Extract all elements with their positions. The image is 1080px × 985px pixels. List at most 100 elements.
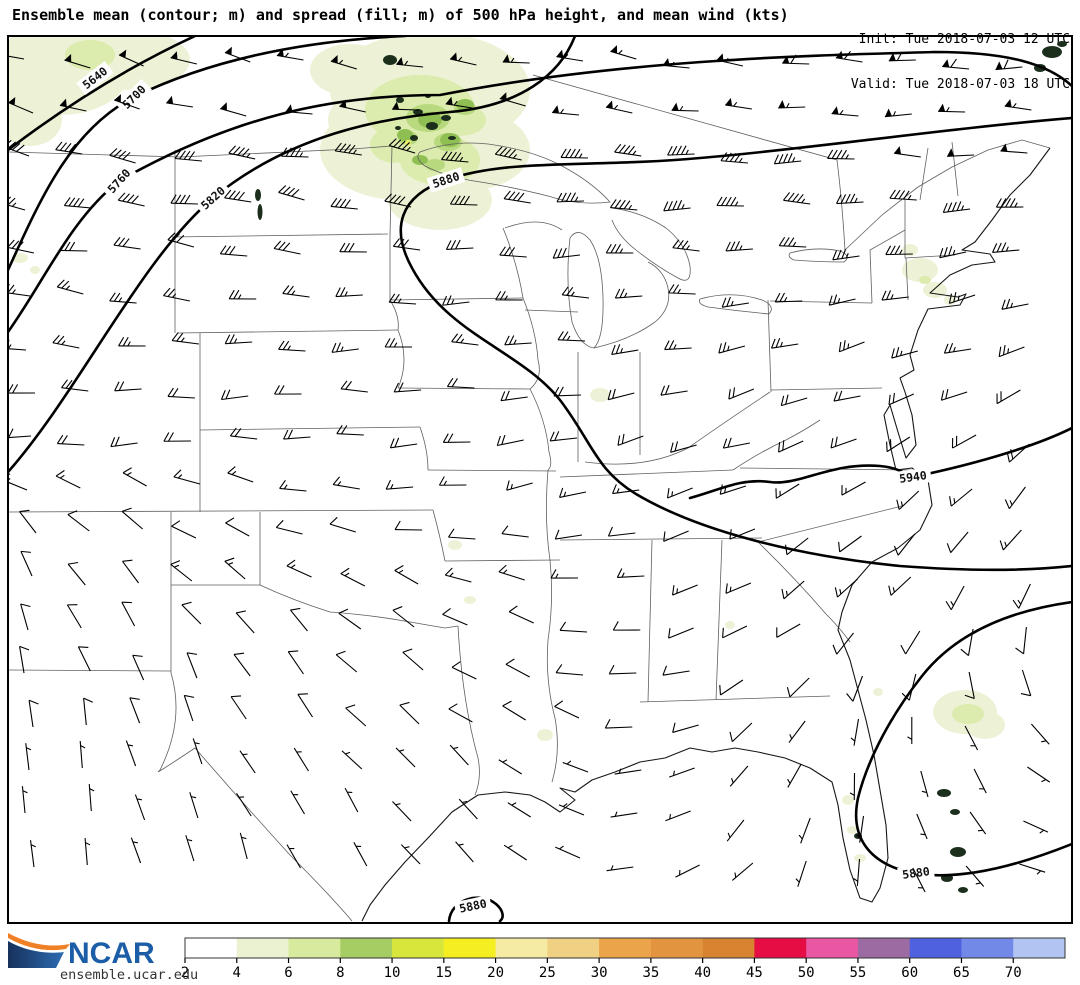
wind-barb bbox=[608, 664, 637, 675]
wind-barb bbox=[279, 479, 307, 492]
wind-barb bbox=[560, 148, 589, 159]
wind-barb bbox=[554, 700, 580, 719]
wind-barb bbox=[83, 697, 93, 726]
wind-barb bbox=[729, 765, 749, 787]
lake bbox=[410, 135, 418, 141]
wind-barb bbox=[995, 59, 1023, 71]
wind-barb bbox=[505, 658, 530, 678]
wind-barb bbox=[507, 802, 531, 818]
wind-barb bbox=[853, 858, 861, 886]
wind-barb bbox=[19, 509, 37, 534]
wind-barb bbox=[286, 559, 312, 578]
wind-barb bbox=[856, 815, 865, 843]
wind-barb bbox=[998, 345, 1025, 358]
wind-barb bbox=[1012, 583, 1031, 609]
colorbar-segment bbox=[1013, 938, 1066, 958]
colorbar-segment bbox=[754, 938, 807, 958]
wind-barb bbox=[448, 528, 476, 540]
wind-barb bbox=[780, 394, 808, 407]
wind-barb bbox=[392, 606, 415, 628]
wind-barb bbox=[442, 433, 471, 443]
colorbar-segment bbox=[599, 938, 652, 958]
wind-barb bbox=[273, 240, 301, 255]
spread-blob bbox=[923, 282, 947, 298]
wind-barb bbox=[181, 601, 202, 625]
wind-barb bbox=[170, 560, 193, 582]
wind-barb bbox=[1030, 723, 1050, 745]
wind-barb bbox=[778, 440, 804, 453]
wind-barb bbox=[1015, 626, 1027, 655]
lake bbox=[958, 887, 968, 893]
wind-barb bbox=[610, 45, 637, 60]
height-contour-5880 bbox=[399, 116, 1071, 572]
wind-barb bbox=[616, 568, 645, 579]
wind-barb bbox=[451, 661, 477, 680]
wind-barb bbox=[110, 436, 138, 448]
ncar-logo-swoosh-white bbox=[8, 938, 66, 953]
wind-barb bbox=[63, 197, 92, 209]
colorbar-segment bbox=[806, 938, 859, 958]
spread-blob bbox=[310, 44, 390, 96]
wind-barb bbox=[617, 433, 644, 446]
ncar-logo-swoosh-orange bbox=[8, 933, 70, 951]
wind-barb bbox=[66, 604, 82, 629]
wind-barb bbox=[503, 844, 528, 861]
wind-barb bbox=[555, 845, 581, 859]
wind-barb bbox=[399, 701, 420, 725]
wind-barb bbox=[395, 747, 416, 768]
wind-barb bbox=[834, 578, 858, 598]
wind-barb bbox=[888, 51, 916, 62]
wind-barb bbox=[389, 437, 418, 449]
wind-barb bbox=[233, 652, 251, 677]
wind-barb bbox=[556, 49, 584, 62]
wind-barb bbox=[504, 335, 532, 346]
colorbar-tick-label: 2 bbox=[181, 965, 189, 981]
colorbar-segment bbox=[702, 938, 755, 958]
wind-barb bbox=[167, 387, 195, 399]
wind-barb bbox=[170, 194, 198, 205]
wind-barb bbox=[888, 576, 912, 596]
wind-barb bbox=[448, 703, 473, 723]
wind-barb bbox=[611, 344, 639, 355]
wind-barb bbox=[846, 675, 864, 702]
wind-barb bbox=[9, 196, 26, 211]
lake bbox=[937, 789, 951, 797]
wind-barb bbox=[774, 292, 803, 303]
wind-barb bbox=[228, 289, 257, 300]
wind-barb bbox=[501, 525, 529, 538]
wind-barb bbox=[951, 434, 977, 449]
wind-barb bbox=[236, 793, 252, 817]
wind-barb bbox=[274, 385, 302, 395]
wind-barb bbox=[718, 342, 746, 354]
wind-barb bbox=[230, 695, 247, 720]
wind-barb bbox=[388, 138, 416, 154]
wind-barb bbox=[830, 436, 857, 449]
wind-barb bbox=[393, 382, 422, 393]
wind-barb bbox=[776, 623, 801, 638]
wind-barb bbox=[901, 673, 917, 701]
wind-barb bbox=[441, 151, 469, 163]
wind-barb bbox=[114, 381, 142, 392]
wind-barb bbox=[610, 811, 638, 818]
wind-barb bbox=[345, 704, 367, 727]
wind-barb bbox=[562, 760, 589, 773]
wind-barb bbox=[118, 336, 146, 347]
wind-barb bbox=[612, 484, 640, 495]
wind-barb bbox=[283, 429, 311, 440]
wind-barb bbox=[449, 744, 469, 766]
wind-barb bbox=[52, 334, 80, 349]
wind-barb bbox=[286, 844, 301, 869]
height-contour-5820 bbox=[9, 37, 576, 473]
lake bbox=[448, 136, 456, 140]
spread-blob bbox=[590, 388, 610, 402]
wind-barb bbox=[340, 567, 366, 587]
wind-barb bbox=[662, 58, 690, 69]
wind-barb bbox=[835, 50, 863, 63]
wind-barb bbox=[946, 531, 969, 554]
wind-barb bbox=[832, 632, 854, 655]
wind-barb bbox=[720, 152, 748, 164]
wind-barb bbox=[670, 441, 697, 453]
wind-barb bbox=[775, 483, 800, 499]
wind-barb bbox=[122, 467, 147, 487]
wind-barb bbox=[498, 564, 525, 581]
